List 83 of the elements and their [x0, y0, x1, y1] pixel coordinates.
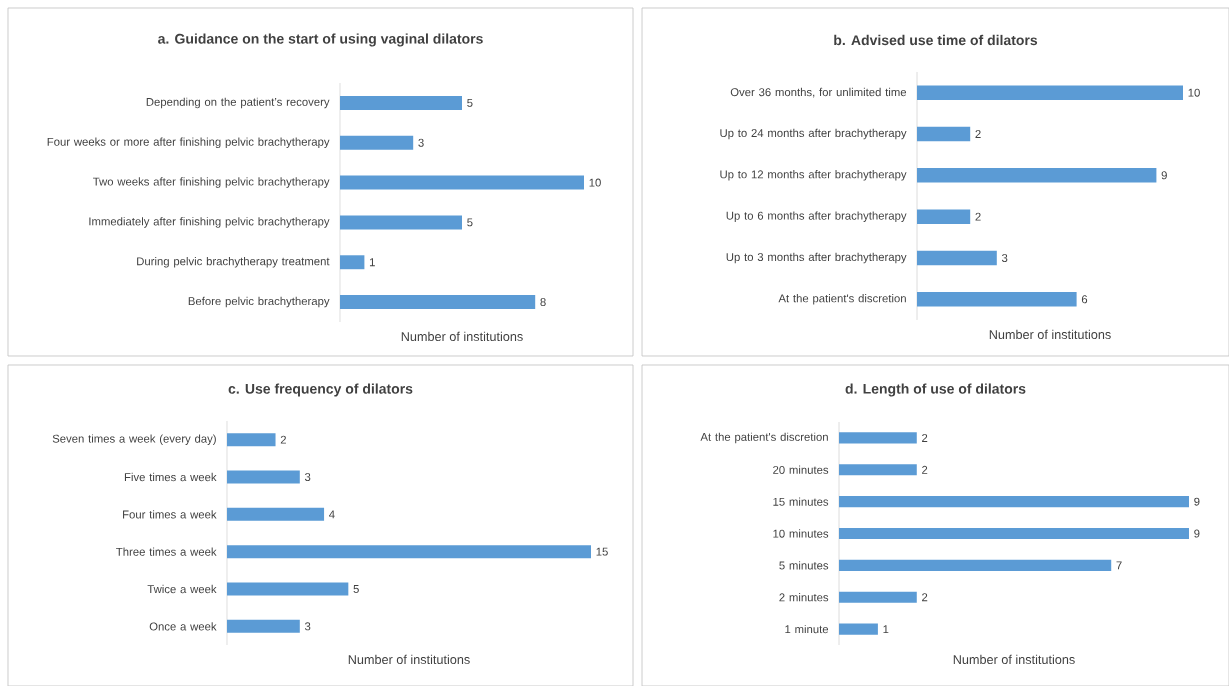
data-label: 2 [975, 212, 981, 221]
data-label: 10 [589, 178, 601, 187]
chart-title: c. Use frequency of dilators [228, 383, 413, 397]
y-tick-label: 1 minute [785, 624, 829, 634]
bar [227, 433, 276, 447]
data-label: 1 [369, 258, 375, 267]
bar [839, 464, 917, 476]
y-tick-label: Four weeks or more after finishing pelvic brachytherapy [47, 137, 330, 149]
y-tick-label: Four times a week [123, 510, 217, 519]
bar [839, 623, 878, 635]
bar [839, 591, 917, 603]
y-tick-label: Over 36 months, for unlimited time [730, 87, 907, 98]
data-label: 9 [1161, 171, 1167, 180]
data-label: 5 [467, 218, 473, 227]
y-tick-label: Up to 3 months after brachytherapy [726, 252, 907, 264]
data-label: 2 [922, 465, 928, 474]
y-tick-label: Before pelvic brachytherapy [188, 296, 330, 308]
x-axis-title: Number of institutions [989, 329, 1111, 340]
data-label: 2 [280, 435, 286, 444]
chart-title: d. Length of use of dilators [845, 383, 1026, 397]
bar [340, 95, 462, 110]
y-tick-label: 15 minutes [773, 497, 829, 506]
y-tick-label: Five times a week [124, 472, 217, 482]
chart-title: b. Advised use time of dilators [834, 34, 1038, 46]
data-label: 9 [1194, 529, 1200, 538]
data-label: 3 [304, 473, 311, 481]
y-tick-label: Two weeks after finishing pelvic brachytherapy [93, 177, 330, 188]
bar [227, 507, 325, 521]
data-label: 3 [418, 138, 424, 147]
bar [917, 292, 1077, 307]
bar [340, 135, 414, 150]
bar [917, 168, 1157, 183]
bar [340, 295, 536, 310]
data-label: 2 [922, 593, 928, 602]
data-label: 8 [540, 298, 546, 307]
bar [839, 432, 917, 444]
y-tick-label: During pelvic brachytherapy treatment [137, 256, 330, 268]
bar [340, 175, 584, 190]
bar [839, 559, 1112, 571]
data-label: 5 [467, 98, 473, 107]
bar [227, 582, 349, 596]
data-label: 10 [1188, 88, 1200, 97]
y-tick-label: Up to 24 months after brachytherapy [720, 128, 907, 140]
x-axis-title: Number of institutions [953, 654, 1075, 665]
y-tick-label: Three times a week [116, 547, 217, 556]
data-label: 7 [1116, 561, 1122, 570]
y-tick-label: 2 minutes [779, 593, 829, 602]
data-label: 5 [353, 585, 359, 593]
data-label: 2 [922, 433, 928, 442]
data-label: 4 [329, 510, 335, 519]
x-axis-title: Number of institutions [401, 331, 523, 342]
data-label: 9 [1194, 497, 1200, 506]
data-label: 2 [975, 130, 981, 138]
x-axis-title: Number of institutions [348, 654, 470, 665]
bar [340, 215, 462, 230]
data-label: 3 [304, 622, 311, 631]
bar [917, 209, 971, 224]
bar [227, 619, 300, 633]
y-tick-label: At the patient's discretion [778, 294, 906, 305]
y-tick-label: 20 minutes [773, 465, 829, 474]
data-label: 1 [883, 625, 889, 633]
y-tick-label: 10 minutes [773, 529, 829, 538]
bar [839, 527, 1189, 540]
bar [227, 545, 591, 559]
y-tick-label: Once a week [149, 622, 217, 631]
y-tick-label: 5 minutes [779, 561, 829, 570]
y-tick-label: Up to 6 months after brachytherapy [726, 211, 907, 222]
y-tick-label: Depending on the patient’s recovery [146, 97, 330, 109]
data-label: 6 [1081, 295, 1088, 304]
y-tick-label: Up to 12 months after brachytherapy [720, 170, 907, 181]
chart-title: a. Guidance on the start of using vaginal dilators [158, 33, 483, 47]
bar [227, 470, 300, 484]
bar [917, 250, 997, 266]
data-label: 3 [1001, 253, 1008, 262]
y-tick-label: At the patient's discretion [700, 432, 828, 444]
y-tick-label: Seven times a week (every day) [52, 434, 216, 445]
bar [917, 85, 1183, 100]
data-label: 15 [596, 547, 608, 556]
bar [340, 255, 365, 270]
y-tick-label: Immediately after finishing pelvic brachytherapy [89, 217, 330, 228]
bar [917, 126, 971, 142]
y-tick-label: Twice a week [147, 584, 217, 594]
bar [839, 496, 1189, 508]
